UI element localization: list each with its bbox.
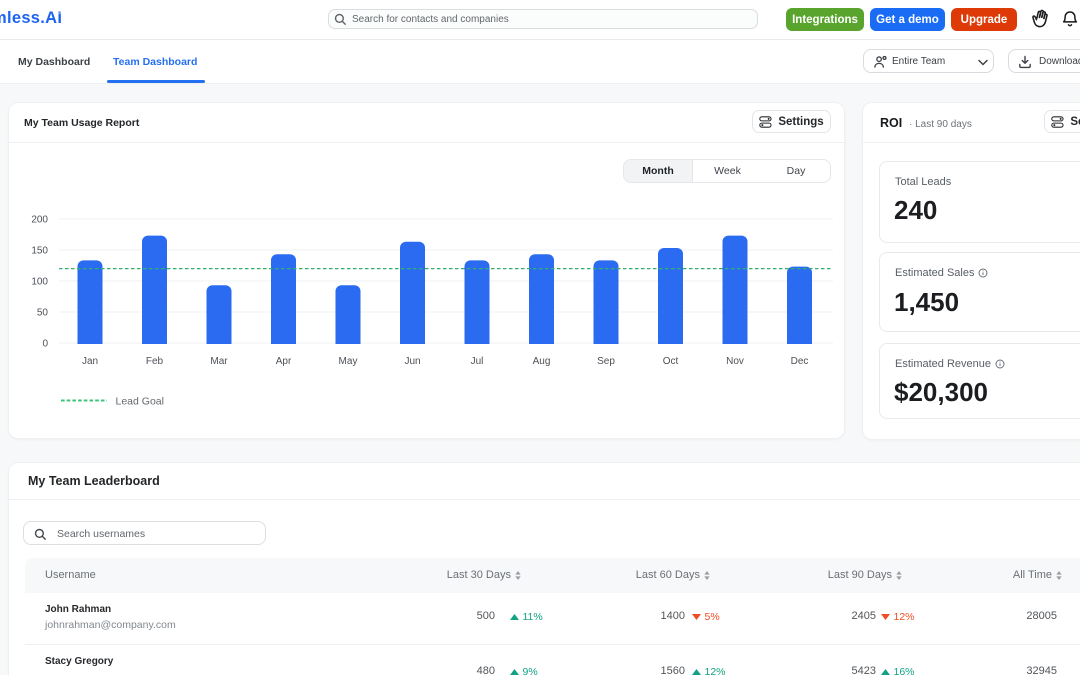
svg-text:Sep: Sep [597,356,615,367]
svg-text:200: 200 [31,215,48,226]
svg-text:Mar: Mar [210,356,228,367]
svg-text:50: 50 [37,308,49,319]
svg-text:Oct: Oct [663,356,679,367]
svg-text:100: 100 [31,277,48,288]
svg-text:Nov: Nov [726,356,744,367]
svg-text:Aug: Aug [533,356,551,367]
svg-text:May: May [339,356,358,367]
svg-text:Apr: Apr [276,356,292,367]
svg-text:Jul: Jul [471,356,484,367]
svg-text:Dec: Dec [791,356,809,367]
svg-text:150: 150 [31,246,48,257]
svg-text:Jun: Jun [404,356,420,367]
svg-text:Feb: Feb [146,356,164,367]
svg-text:0: 0 [42,339,48,350]
svg-text:Jan: Jan [82,356,98,367]
svg-text:Lead Goal: Lead Goal [116,396,164,408]
